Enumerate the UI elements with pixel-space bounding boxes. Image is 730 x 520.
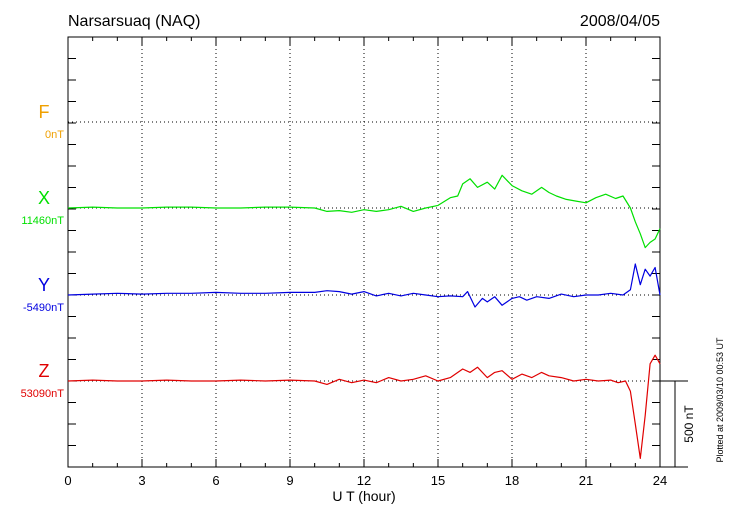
scale-bar: 500 nT	[660, 380, 696, 468]
minor-ticks	[68, 37, 660, 467]
series-line-x	[67, 174, 661, 249]
x-axis-ticks: 0 3 6 9 12 15 18 21 24	[64, 37, 667, 488]
x-axis-label: U T (hour)	[332, 488, 395, 504]
x-tick-label: 9	[286, 473, 293, 488]
plotted-note: Plotted at 2009/03/10 00:53 UT	[715, 337, 725, 463]
series-labels: F 0nT X 11460nT Y -5490nT Z 53090nT	[21, 102, 65, 400]
series-name-y: Y	[38, 275, 50, 295]
x-tick-label: 21	[579, 473, 593, 488]
series-line-y	[67, 263, 661, 308]
x-tick-label: 3	[138, 473, 145, 488]
x-tick-label: 0	[64, 473, 71, 488]
series-lines	[67, 174, 661, 459]
series-baseline-x: 11460nT	[21, 215, 64, 227]
series-baseline-f: 0nT	[45, 129, 64, 141]
series-name-z: Z	[39, 361, 50, 381]
x-tick-label: 6	[212, 473, 219, 488]
station-title: Narsarsuaq (NAQ)	[68, 13, 200, 30]
series-name-x: X	[38, 188, 50, 208]
series-line-z	[67, 354, 661, 459]
series-name-f: F	[39, 102, 50, 122]
grid-lines	[68, 37, 660, 467]
x-tick-label: 15	[431, 473, 445, 488]
scale-bar-label: 500 nT	[682, 405, 696, 443]
x-tick-label: 12	[357, 473, 371, 488]
series-baseline-z: 53090nT	[21, 388, 65, 400]
date-title: 2008/04/05	[580, 13, 660, 30]
x-tick-label: 24	[653, 473, 667, 488]
x-tick-label: 18	[505, 473, 519, 488]
series-baseline-y: -5490nT	[23, 302, 64, 314]
